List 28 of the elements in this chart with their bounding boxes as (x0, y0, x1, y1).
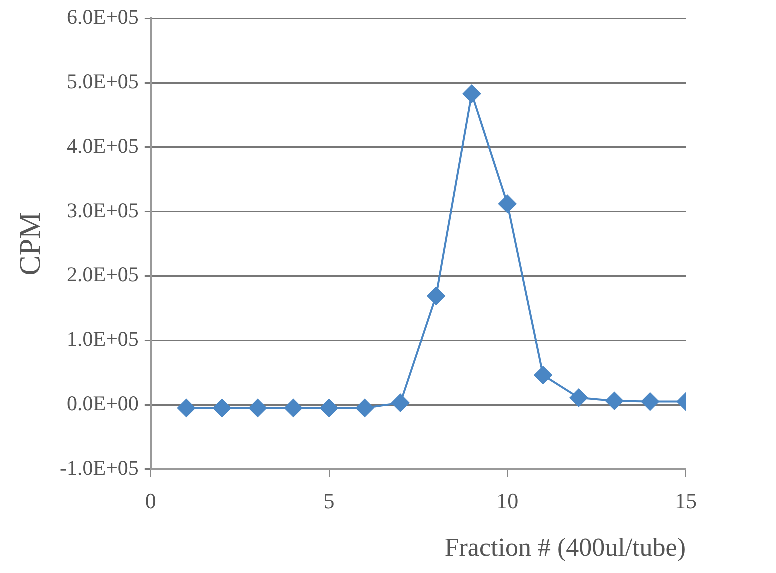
point (320, 399, 338, 418)
point (284, 399, 303, 418)
point (427, 287, 446, 306)
point (356, 399, 374, 418)
y-tick-label: 3.0E+05 (66, 198, 139, 222)
y-tick-label: 1.0E+05 (66, 327, 139, 352)
y-tick-label: 2.0E+05 (66, 262, 139, 287)
point (534, 366, 552, 384)
point (641, 392, 660, 411)
point (570, 388, 588, 407)
point (248, 399, 267, 418)
y-tick-label: 5.0E+05 (66, 70, 139, 94)
x-tick-label: 15 (675, 488, 697, 514)
x-tick-label: 0 (145, 488, 156, 514)
point (498, 195, 517, 214)
point (213, 399, 232, 418)
x-tick-label: 10 (496, 488, 519, 514)
point (606, 392, 624, 410)
x-axis-title: Fraction # (400ul/tube) (444, 533, 686, 562)
y-axis-title: CPM (14, 212, 47, 276)
point (392, 394, 410, 412)
point (178, 399, 196, 418)
y-tick-label: 0.0E+00 (66, 392, 139, 416)
y-tick-label: -1.0E+05 (60, 456, 139, 480)
y-tick-label: 6.0E+05 (66, 5, 139, 30)
x-tick-label: 5 (324, 488, 335, 514)
point (462, 84, 481, 103)
y-tick-label: 4.0E+05 (66, 134, 139, 158)
